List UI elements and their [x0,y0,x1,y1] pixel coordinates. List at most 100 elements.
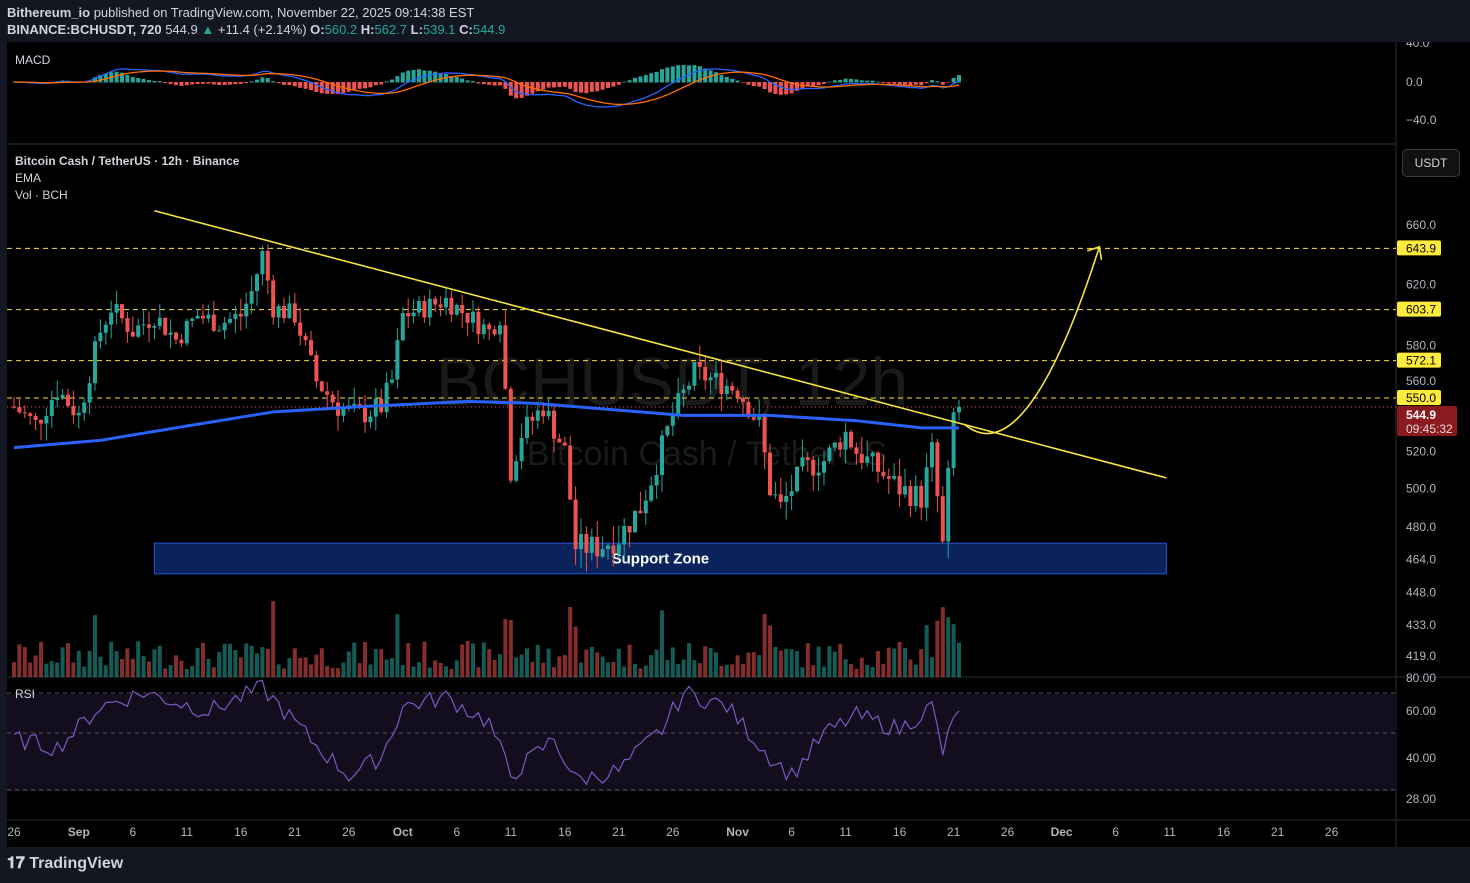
candle-body [951,412,956,468]
volume-bar [768,625,772,677]
macd-histogram-bar [287,82,292,86]
candle-body [768,452,772,496]
volume-bar [676,664,681,677]
candle-body [82,402,87,413]
macd-histogram-bar [687,65,691,83]
volume-bar [832,651,837,677]
candle-body [411,312,416,317]
time-tick: Nov [726,825,749,839]
candle-body [44,415,49,424]
candle-body [55,397,60,400]
macd-histogram-bar [714,72,718,83]
macd-histogram-bar [741,82,745,83]
macd-histogram-bar [643,74,648,83]
macd-histogram-bar [222,82,227,85]
macd-histogram-bar [136,78,141,83]
macd-histogram-bar [249,81,254,83]
price-tick: 448.0 [1406,586,1436,600]
last-price: 544.9 [165,22,198,37]
volume-bar [163,668,168,677]
macd-histogram-bar [373,82,378,86]
volume-bar [946,617,951,677]
candle-body [22,412,27,414]
candle-body [109,312,114,325]
volume-bar [573,626,578,677]
price-tick: 433.0 [1406,618,1436,632]
volume-bar [854,668,859,677]
candle-body [676,393,681,416]
macd-histogram-bar [255,79,259,83]
candle-body [125,318,130,332]
candle-body [195,315,200,319]
chart-area[interactable]: BCHUSDT, 12h Bitcoin Cash / TetherUS Suppo… [7,36,1470,847]
projection-arrow [963,246,1101,435]
volume-bar [152,649,157,677]
volume-bar [292,648,297,677]
candle-body [368,416,373,423]
price-tick: 480.0 [1406,520,1436,534]
volume-bar [438,662,443,677]
macd-histogram-bar [336,82,340,95]
volume-bar [168,664,173,677]
volume-bar [870,667,875,677]
volume-bar [714,652,718,677]
candle-body [670,415,675,426]
macd-histogram-bar [865,80,870,83]
volume-bar [406,643,411,677]
candle-body [692,361,697,386]
volume-bar [935,620,940,677]
volume-bar [93,615,97,677]
macd-histogram-bar [957,75,961,83]
volume-bar [379,649,384,677]
candle-body [584,534,589,553]
volume-bar [649,655,654,677]
macd-histogram-bar [152,80,157,83]
candle-body [471,311,475,323]
macd-histogram-bar [352,82,357,91]
macd-histogram-bar [282,82,286,85]
currency-button[interactable]: USDT [1402,149,1460,177]
candle-body [611,545,616,554]
macd-tick: 40.0 [1406,42,1430,50]
macd-histogram-bar [368,82,373,88]
price-tick: 660.0 [1406,218,1436,232]
macd-histogram-bar [211,82,216,85]
volume-bar [228,643,232,677]
candle-body [530,416,535,421]
candle-body [714,373,718,378]
macd-histogram-bar [406,70,411,83]
macd-histogram-bar [292,82,297,87]
vol-label: Vol · BCH [15,188,68,202]
volume-bar [886,647,891,677]
macd-histogram-bar [665,67,670,83]
macd-histogram-bar [730,78,735,83]
candle-body [643,500,648,514]
candle-body [870,452,875,457]
candle-body [503,325,508,389]
time-tick: 26 [1001,825,1015,839]
tradingview-logo[interactable]: 𝟏𝟕 TradingView [7,855,123,873]
candle-body [795,466,799,492]
volume-bar [217,652,222,677]
candle-body [633,510,637,533]
candle-body [616,544,621,554]
volume-bar [314,654,319,677]
volume-bar [692,660,697,677]
candle-body [886,476,891,479]
candle-body [303,335,308,341]
candle-body [735,390,740,398]
volume-bar [260,647,265,677]
volume-bar [39,641,43,677]
volume-bar [519,654,524,677]
volume-bar [751,652,756,677]
volume-bar [271,601,276,677]
candle-body [827,447,832,462]
macd-histogram-bar [525,82,529,96]
volume-bar [557,656,562,677]
candle-body [93,341,97,384]
volume-bar [579,662,583,677]
macd-histogram-bar [395,76,400,83]
up-triangle-icon: ▲ [201,22,215,37]
candle-body [352,403,357,406]
